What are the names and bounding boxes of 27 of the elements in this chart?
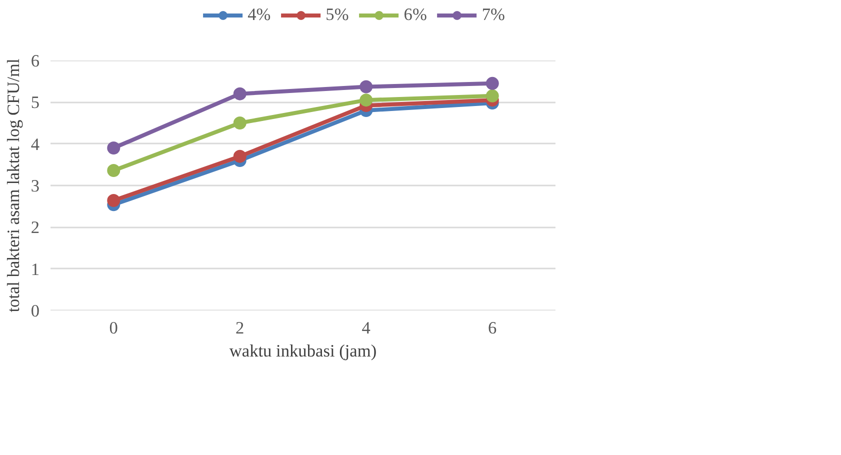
legend-label: 4% <box>248 5 271 25</box>
point <box>233 116 246 130</box>
point <box>360 94 373 107</box>
x-tick-label: 4 <box>362 318 371 338</box>
y-tick-label: 4 <box>30 134 40 154</box>
legend-label: 5% <box>326 5 349 25</box>
y-tick-label: 2 <box>30 218 40 238</box>
point <box>233 150 246 163</box>
legend-label: 6% <box>404 5 427 25</box>
y-tick-label: 1 <box>30 260 40 279</box>
point <box>486 89 499 102</box>
x-tick-label: 0 <box>109 318 118 338</box>
point <box>360 80 373 94</box>
y-axis-title: total bakteri asam laktat log CFU/ml <box>4 58 23 312</box>
legend-label: 7% <box>482 5 505 25</box>
x-tick-label: 2 <box>236 318 244 338</box>
point <box>107 164 120 177</box>
point <box>107 142 120 154</box>
y-tick-label: 3 <box>30 176 40 196</box>
x-tick-label: 6 <box>488 318 498 338</box>
y-tick-label: 0 <box>30 302 40 320</box>
x-axis-title: waktu inkubasi (jam) <box>229 342 377 360</box>
point <box>233 87 246 100</box>
point <box>107 194 120 207</box>
y-tick-label: 5 <box>30 93 40 112</box>
y-tick-label: 6 <box>30 52 40 70</box>
point <box>486 76 499 90</box>
